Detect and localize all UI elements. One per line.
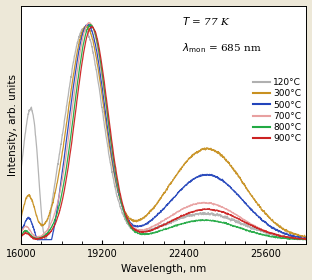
Text: $\lambda_{\mathrm{mon}}$ = 685 nm: $\lambda_{\mathrm{mon}}$ = 685 nm	[182, 41, 262, 55]
Text: $T$ = 77 K: $T$ = 77 K	[182, 15, 231, 27]
X-axis label: Wavelength, nm: Wavelength, nm	[121, 264, 206, 274]
Legend: 120°C, 300°C, 500°C, 700°C, 800°C, 900°C: 120°C, 300°C, 500°C, 700°C, 800°C, 900°C	[250, 74, 305, 147]
Y-axis label: Intensity, arb. units: Intensity, arb. units	[8, 74, 18, 176]
